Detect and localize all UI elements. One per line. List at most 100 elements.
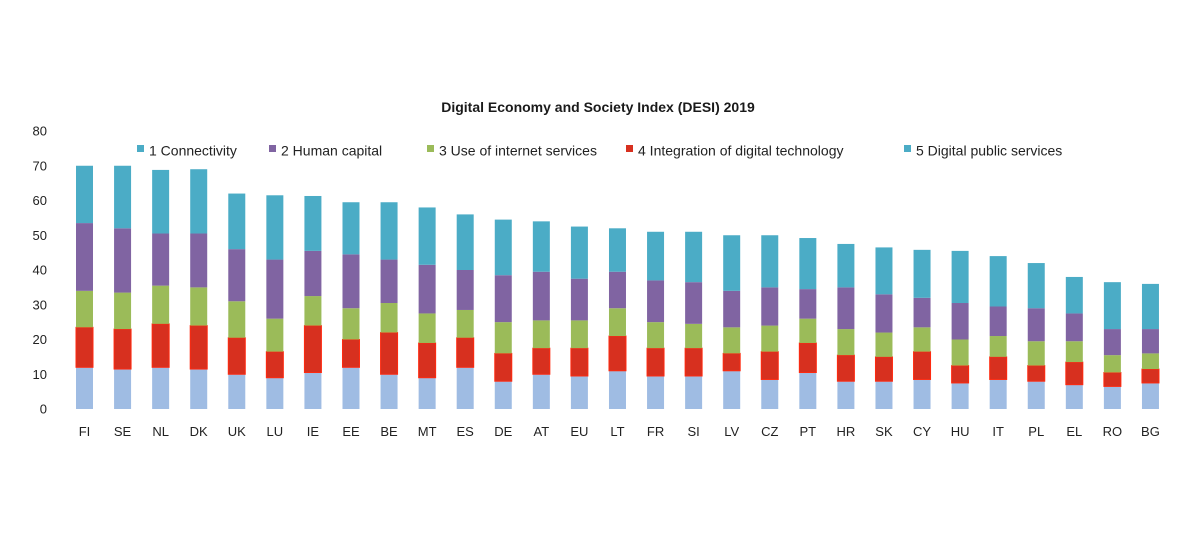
legend-swatch bbox=[427, 145, 434, 152]
bar-group-es bbox=[456, 214, 475, 409]
bar-segment-cz-s3 bbox=[761, 325, 779, 352]
y-tick-label: 30 bbox=[33, 297, 47, 312]
bar-segment-pl-s2 bbox=[1027, 365, 1046, 382]
bar-segment-se-s4 bbox=[114, 228, 132, 293]
y-tick-label: 70 bbox=[33, 158, 47, 173]
bar-segment-se-s5 bbox=[114, 165, 132, 229]
bar-segment-ro-s3 bbox=[1103, 355, 1121, 373]
bar-segment-lu-s5 bbox=[266, 195, 284, 260]
bar-segment-si-s1 bbox=[685, 375, 703, 409]
bar-group-cz bbox=[760, 235, 779, 409]
bar-segment-lt-s5 bbox=[608, 228, 626, 272]
bar-group-de bbox=[494, 219, 513, 409]
bar-segment-lu-s2 bbox=[265, 351, 284, 379]
x-tick-label: PL bbox=[1028, 424, 1044, 439]
bar-group-lu bbox=[265, 195, 284, 409]
bar-segment-bg-s2 bbox=[1141, 368, 1160, 384]
x-tick-label: ES bbox=[457, 424, 475, 439]
bar-segment-sk-s1 bbox=[875, 381, 893, 409]
bar-segment-mt-s2 bbox=[418, 342, 437, 379]
y-tick-label: 40 bbox=[33, 263, 47, 278]
bar-group-pt bbox=[798, 238, 817, 409]
bar-segment-ee-s3 bbox=[342, 308, 360, 340]
x-tick-label: EL bbox=[1066, 424, 1082, 439]
legend-swatch bbox=[137, 145, 144, 152]
bar-group-hr bbox=[836, 243, 855, 409]
bar-segment-at-s2 bbox=[532, 347, 551, 375]
bar-segment-ee-s5 bbox=[342, 202, 360, 255]
y-axis: 0 10 20 30 40 50 60 70 80 bbox=[33, 124, 47, 417]
bar-group-fi bbox=[75, 165, 94, 409]
bar-segment-cy-s3 bbox=[913, 327, 931, 352]
bar-segment-mt-s5 bbox=[418, 207, 436, 265]
legend: 1 Connectivity 2 Human capital 3 Use of in… bbox=[137, 143, 1062, 159]
bar-segment-ie-s4 bbox=[304, 250, 322, 297]
bar-segment-mt-s1 bbox=[418, 377, 436, 409]
bar-segment-si-s3 bbox=[685, 323, 703, 349]
x-tick-label: DK bbox=[190, 424, 208, 439]
x-tick-label: RO bbox=[1103, 424, 1123, 439]
bar-segment-fr-s1 bbox=[647, 375, 665, 409]
bar-segment-pt-s4 bbox=[799, 289, 817, 319]
bar-segment-lt-s4 bbox=[608, 271, 626, 309]
x-tick-label: FI bbox=[79, 424, 91, 439]
bar-group-bg bbox=[1141, 283, 1160, 409]
bar-segment-dk-s4 bbox=[190, 233, 208, 288]
bar-segment-hu-s2 bbox=[951, 365, 970, 384]
legend-item: 2 Human capital bbox=[269, 143, 382, 159]
bar-segment-fr-s5 bbox=[647, 231, 665, 281]
bar-group-el bbox=[1065, 276, 1084, 409]
legend-label: 4 Integration of digital technology bbox=[638, 143, 843, 159]
bar-segment-hu-s4 bbox=[951, 303, 969, 340]
bar-segment-ro-s2 bbox=[1103, 372, 1122, 387]
bar-segment-uk-s4 bbox=[228, 249, 246, 302]
bar-segment-lt-s3 bbox=[608, 308, 626, 337]
x-tick-label: MT bbox=[418, 424, 437, 439]
x-tick-label: SI bbox=[687, 424, 699, 439]
bar-segment-uk-s2 bbox=[227, 337, 246, 375]
bar-segment-pt-s1 bbox=[799, 372, 817, 409]
bar-group-hu bbox=[951, 250, 970, 409]
bar-segment-ie-s3 bbox=[304, 296, 322, 326]
bar-segment-hr-s2 bbox=[836, 354, 855, 382]
bar-segment-si-s5 bbox=[685, 231, 703, 283]
bar-segment-bg-s5 bbox=[1141, 283, 1159, 330]
bar-segment-mt-s4 bbox=[418, 264, 436, 314]
bar-segment-eu-s5 bbox=[570, 226, 588, 279]
bar-segment-be-s3 bbox=[380, 303, 398, 333]
bar-segment-es-s3 bbox=[456, 309, 474, 338]
legend-item: 3 Use of internet services bbox=[427, 143, 597, 159]
bar-segment-eu-s1 bbox=[570, 375, 588, 409]
bar-group-uk bbox=[227, 193, 246, 409]
bar-segment-sk-s3 bbox=[875, 332, 893, 357]
x-tick-label: CZ bbox=[761, 424, 778, 439]
bar-segment-at-s3 bbox=[532, 320, 550, 349]
bar-segment-ie-s1 bbox=[304, 372, 322, 409]
bar-group-dk bbox=[189, 169, 208, 409]
bar-segment-hu-s3 bbox=[951, 339, 969, 366]
chart-title: Digital Economy and Society Index (DESI)… bbox=[441, 99, 755, 115]
bar-segment-ro-s5 bbox=[1103, 282, 1121, 330]
bar-segment-it-s3 bbox=[989, 336, 1007, 357]
bar-group-lv bbox=[722, 235, 741, 409]
bar-segment-nl-s2 bbox=[151, 323, 170, 368]
bar-segment-dk-s2 bbox=[189, 325, 208, 370]
bar-segment-dk-s1 bbox=[190, 369, 208, 409]
bar-group-cy bbox=[913, 249, 932, 409]
bar-segment-uk-s3 bbox=[228, 301, 246, 338]
bar-segment-hr-s4 bbox=[837, 287, 855, 330]
bar-segment-ro-s1 bbox=[1103, 386, 1121, 409]
bars bbox=[75, 165, 1160, 409]
bar-segment-fi-s1 bbox=[76, 367, 93, 409]
bar-segment-lt-s2 bbox=[608, 335, 627, 372]
bar-group-pl bbox=[1027, 263, 1046, 409]
bar-group-at bbox=[532, 221, 551, 409]
x-tick-label: LT bbox=[610, 424, 624, 439]
bar-segment-pl-s1 bbox=[1027, 381, 1045, 409]
bar-segment-be-s4 bbox=[380, 259, 398, 304]
bar-segment-pt-s5 bbox=[799, 238, 817, 290]
bar-segment-uk-s5 bbox=[228, 193, 246, 250]
bar-segment-eu-s4 bbox=[570, 278, 588, 321]
x-tick-label: BE bbox=[380, 424, 398, 439]
bar-segment-cz-s2 bbox=[760, 351, 779, 380]
